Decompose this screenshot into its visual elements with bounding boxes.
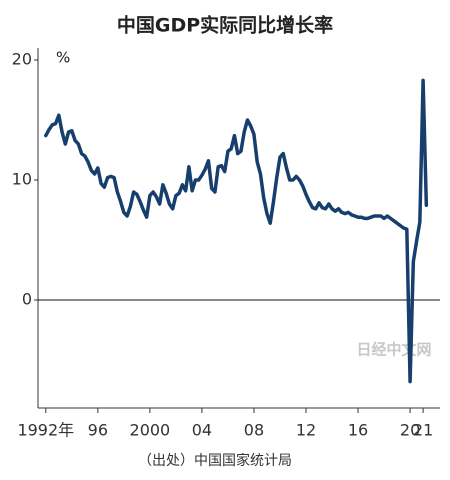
y-tick-label: 0 [22,290,32,309]
chart-title: 中国GDP实际同比增长率 [117,14,333,37]
x-tick-label: 08 [244,421,264,440]
y-unit: % [56,49,70,67]
source: （出处）中国国家统计局 [138,452,292,469]
x-tick-label: 96 [88,421,108,440]
x-tick-label: 04 [192,421,212,440]
line [44,78,429,384]
x-tick-label: 1992年 [17,421,74,440]
x-tick-label: 21 [413,421,433,440]
x-tick-label: 20 [400,421,420,440]
x-tick-label: 12 [296,421,316,440]
y-tick-label: 20 [12,50,32,69]
x-tick-label: 2000 [130,421,171,440]
watermark: 日经中文网 [356,341,431,359]
y-tick-label: 10 [12,170,32,189]
x-tick-label: 16 [348,421,368,440]
